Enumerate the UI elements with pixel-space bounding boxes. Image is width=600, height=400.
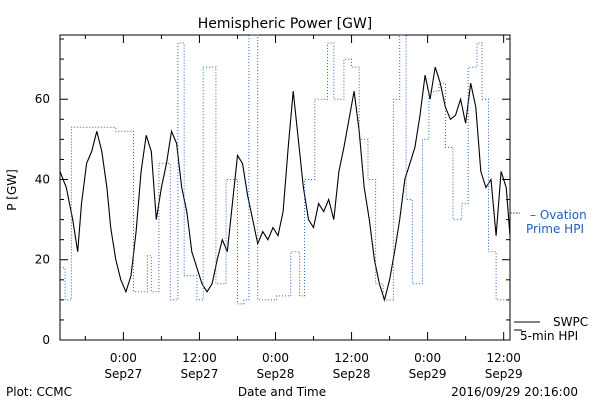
y-tick-label: 40 [35, 172, 50, 186]
x-tick-time-label: 12:00 [486, 351, 521, 365]
x-axis-ticks: 0:00 Sep27 12:00 Sep27 0:00 Sep28 12:00 Sep28 0:… [84, 35, 523, 381]
series-line-ovation [60, 34, 510, 305]
x-tick-time-label: 0:00 [262, 351, 289, 365]
x-tick-date-label: Sep27 [180, 367, 218, 381]
y-tick-label: 20 [35, 253, 50, 267]
legend-ovation-line2: Prime HPI [526, 222, 584, 236]
y-tick-label: 60 [35, 92, 50, 106]
x-tick-time-label: 0:00 [110, 351, 137, 365]
legend-ovation: – Ovation Prime HPI [510, 208, 587, 236]
legend-swpc-line2: 5-min HPI [520, 329, 578, 343]
legend-ovation-line1: – Ovation [530, 208, 587, 222]
series-layer [59, 34, 511, 305]
x-tick-time-label: 12:00 [182, 351, 217, 365]
y-axis-ticks: 0 20 40 60 [35, 38, 510, 347]
y-tick-label: 0 [42, 333, 50, 347]
x-tick-time-label: 12:00 [334, 351, 369, 365]
y-axis-label: P [GW] [5, 169, 19, 211]
plot-frame [59, 34, 511, 341]
plot-credit: Plot: CCMC [6, 385, 72, 399]
legend-swpc-line1: SWPC [553, 315, 588, 329]
x-tick-date-label: Sep27 [104, 367, 142, 381]
x-tick-date-label: Sep28 [333, 367, 371, 381]
x-axis-label: Date and Time [238, 385, 326, 399]
series-line-swpc [59, 66, 511, 302]
timestamp: 2016/09/29 20:16:00 [451, 385, 578, 399]
x-tick-date-label: Sep29 [409, 367, 447, 381]
x-tick-date-label: Sep29 [485, 367, 523, 381]
chart-title: Hemispheric Power [GW] [198, 16, 373, 32]
x-tick-time-label: 0:00 [414, 351, 441, 365]
x-tick-date-label: Sep28 [257, 367, 295, 381]
legend-swpc: SWPC 5-min HPI [514, 315, 588, 343]
